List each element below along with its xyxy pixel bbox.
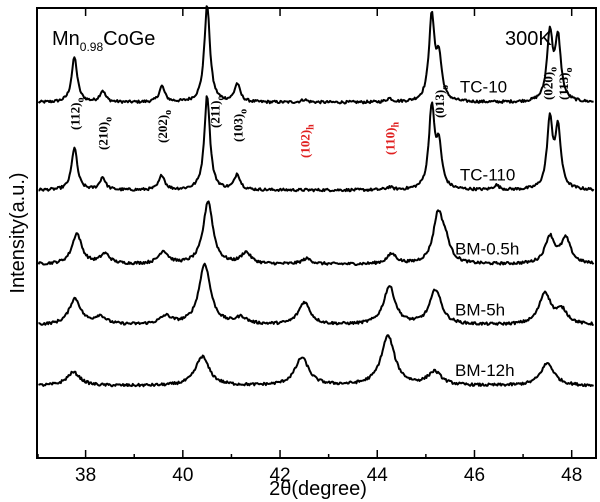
peak-label: (110)h — [382, 122, 401, 155]
peak-label-phase: o — [440, 85, 451, 90]
x-tick-label: 44 — [367, 465, 389, 486]
peak-label-index: (103) — [230, 114, 245, 142]
series-label-layer: TC-10 TC-110 BM-0.5h BM-5h BM-12h — [455, 78, 519, 381]
peak-label-index: (020) — [540, 72, 555, 100]
peak-label: (202)o — [155, 110, 174, 143]
series-label-BM-12h: BM-12h — [455, 361, 515, 380]
peak-label-index: (110) — [382, 128, 397, 155]
x-axis-ticks: 38 40 42 44 46 48 — [37, 8, 582, 486]
peak-label: (013)o — [432, 85, 451, 118]
series-line-BM-0.5h — [37, 200, 595, 266]
peak-label-phase: o — [163, 110, 174, 115]
peak-label-phase: o — [238, 109, 249, 114]
peak-label: (112)o — [67, 98, 86, 130]
peak-label-layer: (112)o(210)o (202)o (211)o(103)o(102)h(110… — [67, 67, 575, 158]
peak-label-index: (210) — [96, 122, 111, 150]
series-line-BM-5h — [38, 262, 594, 326]
peak-label-phase: o — [215, 96, 226, 101]
peak-label: (103)o — [230, 109, 249, 142]
peak-label-phase: h — [390, 122, 401, 128]
series-line-TC-10 — [37, 5, 594, 105]
peak-label-index: (102) — [297, 130, 312, 158]
series-label-TC-110: TC-110 — [460, 165, 515, 184]
peak-label-phase: h — [305, 124, 316, 130]
peak-label-phase: o — [75, 98, 86, 103]
x-tick-label: 38 — [75, 465, 96, 486]
peak-label: (102)h — [297, 124, 316, 158]
peak-label: (211)o — [207, 96, 226, 128]
peak-label-index: (112) — [67, 103, 82, 130]
series-label-TC-10: TC-10 — [460, 78, 507, 97]
peak-label-phase: o — [548, 67, 559, 72]
y-axis-title: Intensity(a.u.) — [7, 172, 29, 293]
compound-title: Mn0.98CoGe — [52, 28, 155, 54]
temperature-label: 300K — [505, 28, 552, 50]
series-label-BM-0.5h: BM-0.5h — [455, 240, 519, 259]
compound-title-rest: CoGe — [103, 28, 155, 50]
peak-label-index: (113) — [556, 73, 571, 100]
series-layer — [37, 5, 595, 388]
x-tick-label: 48 — [561, 465, 582, 486]
peak-label: (020)o — [540, 67, 559, 100]
compound-title-main: Mn — [52, 28, 80, 50]
plot-frame — [36, 7, 597, 459]
x-tick-label: 46 — [464, 465, 485, 486]
peak-label-phase: o — [564, 68, 575, 73]
peak-label: (113)o — [556, 68, 575, 100]
compound-title-sub: 0.98 — [80, 40, 104, 54]
peak-label-phase: o — [104, 117, 115, 122]
peak-label-index: (211) — [207, 101, 222, 128]
x-tick-label: 40 — [172, 465, 193, 486]
series-line-TC-110 — [38, 95, 595, 193]
peak-label-index: (013) — [432, 90, 447, 118]
x-axis-title: 2θ(degree) — [269, 478, 367, 500]
x-tick-label: 42 — [269, 465, 290, 486]
series-label-BM-5h: BM-5h — [455, 300, 505, 319]
peak-label-index: (202) — [155, 115, 170, 143]
peak-label: (210)o — [96, 117, 115, 150]
series-line-BM-12h — [38, 334, 594, 388]
